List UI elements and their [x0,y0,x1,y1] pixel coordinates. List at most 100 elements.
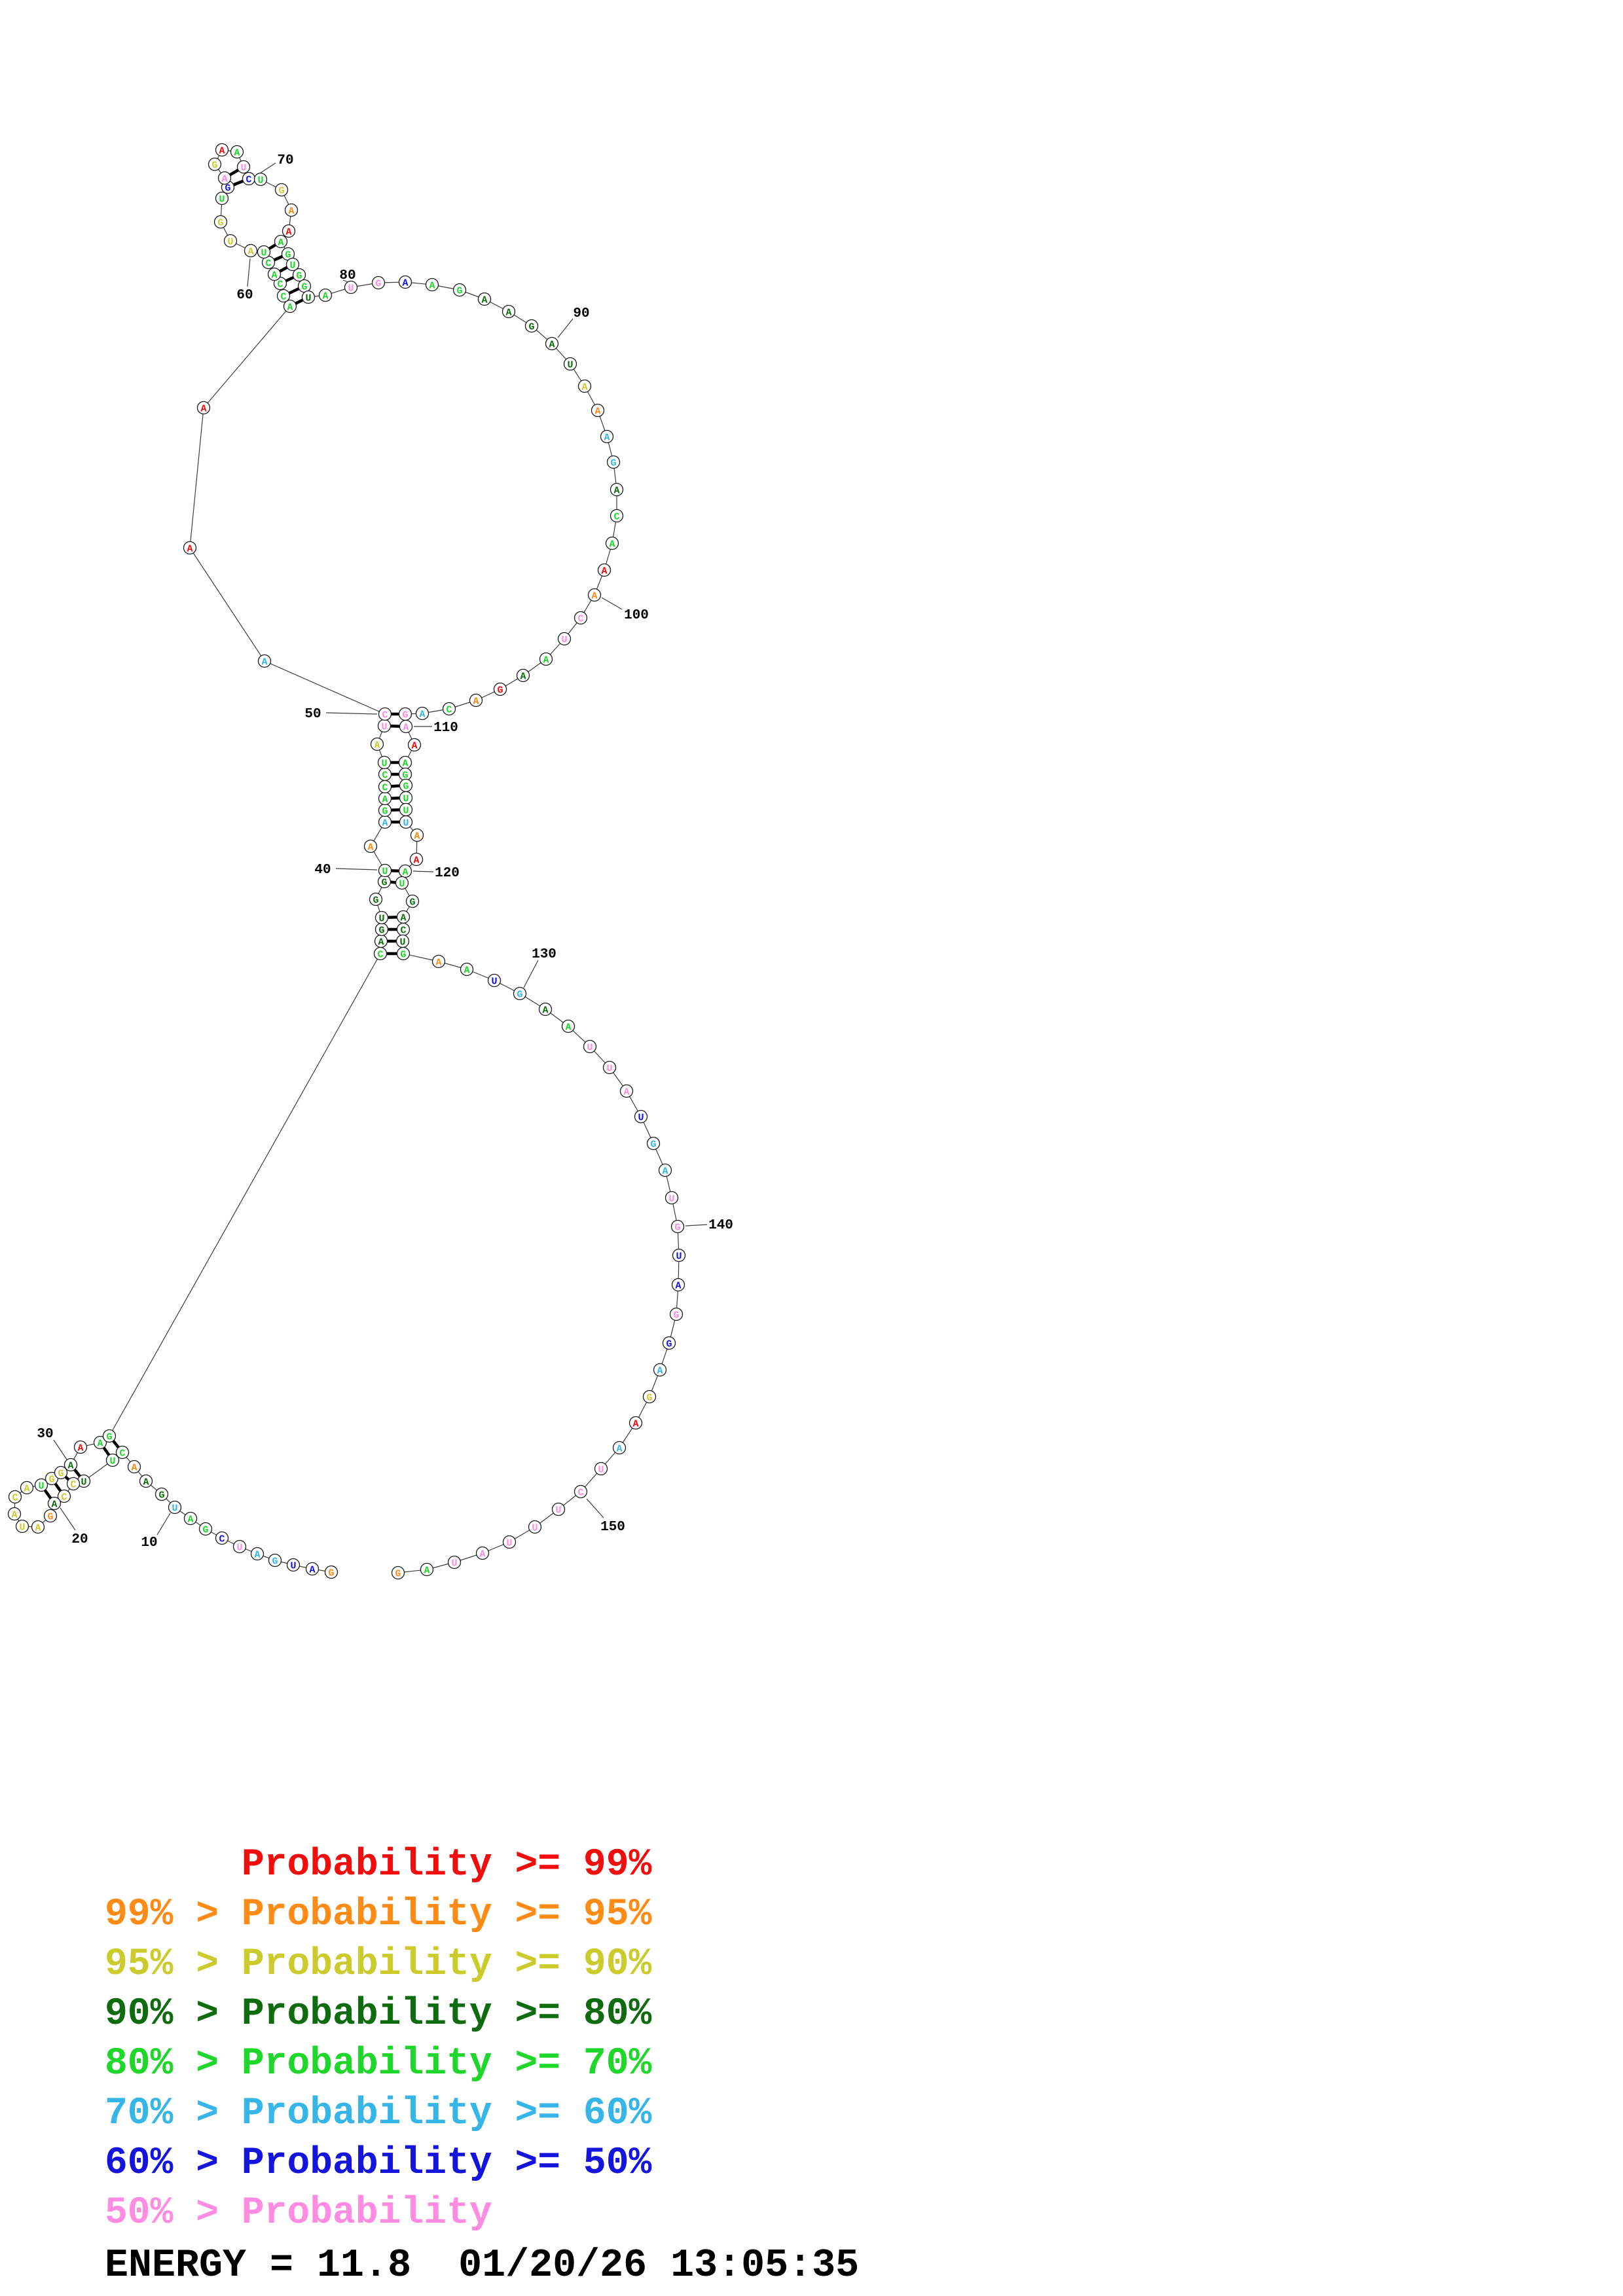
nucleotide-circle [236,160,251,174]
base-letter: G [400,950,406,961]
nucleotide-circle [396,946,410,961]
label-leader-line [557,318,574,338]
nucleotide-circle [115,1445,130,1460]
base-letter: A [187,1515,193,1526]
base-letter: G [517,990,522,1001]
nucleotide-circle [377,755,392,770]
base-letter: A [542,1005,548,1016]
nucleotide-circle [274,234,288,249]
nucleotide-circle [477,292,492,306]
base-letter: A [221,174,227,185]
label-leader-line [412,870,434,872]
base-letter: A [632,1419,638,1430]
nucleotide-circle [528,1520,542,1534]
base-letter: G [409,897,415,908]
base-letter: G [373,895,378,906]
nucleotide-circle [168,1500,182,1515]
base-letter: U [598,1465,604,1476]
base-letter: A [247,247,253,258]
base-letter: A [429,281,435,292]
nucleotide-circle [420,1562,434,1577]
base-letter: A [278,238,283,249]
base-letter: A [35,1523,41,1534]
base-letter: G [375,279,381,290]
legend-row: 99% > Probability >= 95% [105,1893,652,1936]
base-letter: C [265,259,271,270]
base-letter: G [47,1512,53,1523]
legend-row: 70% > Probability >= 60% [105,2092,652,2135]
nucleotide-circle [524,319,539,333]
nucleotide-circle [662,1336,676,1350]
base-letter: U [381,722,387,733]
nucleotide-circle [405,894,420,908]
base-letter: U [289,260,295,272]
nucleotide-circle [198,1522,213,1536]
nucleotide-circle [487,973,501,988]
base-letter: U [219,194,225,206]
base-letter: G [674,1223,680,1234]
nucleotide-circle [574,1484,588,1499]
position-label: 70 [277,153,293,168]
nucleotide-circle [66,1477,81,1491]
base-letter: G [456,286,462,297]
position-label: 120 [435,866,460,881]
nucleotide-circle [363,839,378,853]
base-letter: A [505,308,511,319]
base-letter: A [623,1087,629,1098]
base-letter: A [613,486,619,497]
base-letter: C [613,512,619,523]
nucleotide-circle [469,693,483,708]
position-label: 100 [624,608,649,623]
nucleotide-circle [653,1363,667,1377]
label-leader-line [53,1439,67,1460]
nucleotide-circle [370,737,384,751]
nucleotide-circle [15,1519,29,1534]
base-letter: A [424,1566,429,1577]
nucleotide-circle [20,1480,34,1495]
nucleotide-circle [431,954,446,969]
base-letter: A [520,672,526,683]
nucleotide-circle [513,986,527,1001]
nucleotide-circle [502,1535,517,1549]
energy-text: ENERGY = 11.8 01/20/26 13:05:35 [105,2244,860,2288]
base-letter: A [403,723,409,734]
nucleotide-circle [183,1511,198,1526]
base-letter: U [606,1064,612,1075]
base-letter: U [261,248,266,259]
base-letter: G [301,282,307,293]
base-letter: G [497,685,503,696]
nucleotide-circle [460,962,474,977]
base-letter: G [528,322,534,333]
base-letter: U [587,1043,593,1054]
nucleotide-circle [139,1474,153,1488]
label-leader-line [156,1513,171,1535]
base-letter: C [400,925,406,937]
base-letter: A [234,148,240,159]
nucleotide-circle [538,1002,553,1016]
nucleotide-circle [597,563,611,577]
nucleotide-circle [672,1248,686,1263]
base-letter: C [119,1448,125,1460]
base-letter: C [61,1492,67,1503]
probability-legend: Probability >= 99% 99% > Probability >= 9… [105,1840,651,2238]
base-letter: A [67,1461,73,1472]
nucleotide-circle [591,403,605,418]
base-letter: A [543,655,549,666]
label-leader-line [247,258,251,287]
base-letter: U [567,360,573,371]
base-letter: C [12,1493,18,1504]
nucleotide-circle [407,738,422,752]
base-letter: A [219,146,225,157]
nucleotide-circle [34,1478,48,1492]
nucleotide-circle [217,171,232,185]
nucleotide-circle [284,203,299,217]
nucleotide-circle [371,276,386,290]
nucleotide-circle [605,536,619,550]
base-letter: A [51,1499,57,1511]
base-letter: U [38,1481,44,1492]
base-letter: A [581,382,587,393]
nucleotide-circle [577,379,592,393]
base-letter: A [549,340,555,351]
